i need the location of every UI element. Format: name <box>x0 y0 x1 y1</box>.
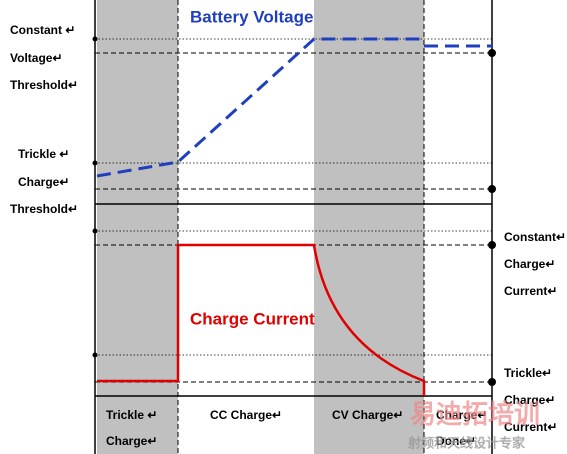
trickle-region <box>97 0 178 454</box>
phase-label: CC Charge↵ <box>210 408 282 422</box>
phase-label: Charge↵ <box>106 434 157 448</box>
level-dots <box>92 36 496 386</box>
right-label: Current↵ <box>504 420 557 434</box>
left-label: Trickle ↵ <box>18 147 69 161</box>
left-label: Voltage↵ <box>10 51 63 65</box>
right-label: Trickle↵ <box>504 366 552 380</box>
right-label: Charge↵ <box>504 257 555 271</box>
current-title: Charge Current <box>190 309 315 328</box>
right-label: Charge↵ <box>504 393 555 407</box>
phase-label: Charge↵ <box>436 408 487 422</box>
left-label: Constant ↵ <box>10 23 75 37</box>
right-label: Constant↵ <box>504 230 566 244</box>
current-curve <box>97 243 426 396</box>
voltage-curve <box>96 37 492 178</box>
right-label: Current↵ <box>504 284 557 298</box>
left-label: Threshold↵ <box>10 78 78 92</box>
phase-label: Done↵ <box>436 434 476 448</box>
left-label: Threshold↵ <box>10 202 78 216</box>
cv-region <box>314 0 424 454</box>
voltage-title: Battery Voltage <box>190 7 313 26</box>
watermark-tagline: 射频和天线设计专家 <box>407 435 526 450</box>
phase-label: CV Charge↵ <box>332 408 403 422</box>
phase-label: Trickle ↵ <box>106 408 157 422</box>
watermark-brand: 易迪拓培训 <box>410 399 540 429</box>
left-label: Charge↵ <box>18 175 69 189</box>
